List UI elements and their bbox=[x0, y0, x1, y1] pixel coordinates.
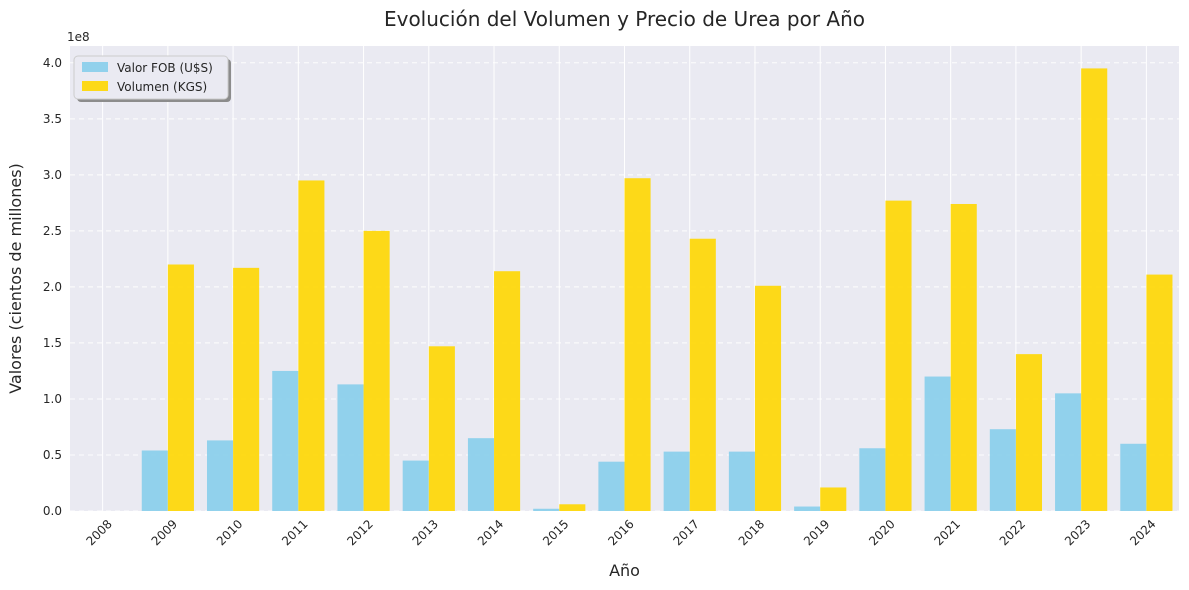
bar-volumen-2011 bbox=[298, 180, 325, 511]
x-tick-labels: 2008 2009 2010 2011 2012 2013 2014 2015 2016 2017… bbox=[83, 517, 1158, 548]
x-tick-label: 2021 bbox=[931, 517, 962, 548]
bar-valor-fob-2024 bbox=[1120, 443, 1147, 511]
x-tick-label: 2022 bbox=[997, 517, 1028, 548]
x-tick-label: 2010 bbox=[214, 517, 245, 548]
bars bbox=[141, 68, 1173, 512]
bar-valor-fob-2019 bbox=[794, 506, 821, 511]
y-tick-label: 2.5 bbox=[43, 224, 62, 238]
legend-label: Volumen (KGS) bbox=[117, 80, 207, 94]
y-tick-label: 3.0 bbox=[43, 168, 62, 182]
bar-valor-fob-2014 bbox=[467, 438, 495, 511]
bar-valor-fob-2021 bbox=[924, 376, 951, 511]
bar-volumen-2020 bbox=[885, 200, 912, 511]
x-tick-label: 2012 bbox=[344, 517, 375, 548]
bar-valor-fob-2015 bbox=[533, 508, 560, 511]
x-tick-label: 2017 bbox=[671, 517, 702, 548]
x-axis-label: Año bbox=[609, 561, 640, 580]
bar-volumen-2021 bbox=[950, 203, 977, 511]
bar-valor-fob-2023 bbox=[1055, 393, 1082, 511]
legend: Valor FOB (U$S) Volumen (KGS) bbox=[73, 55, 231, 102]
x-tick-label: 2020 bbox=[866, 517, 897, 548]
legend-swatch bbox=[82, 62, 108, 72]
y-tick-label: 0.0 bbox=[43, 504, 62, 518]
legend-swatch bbox=[82, 81, 108, 91]
y-tick-label: 1.0 bbox=[43, 392, 62, 406]
bar-valor-fob-2022 bbox=[989, 429, 1016, 511]
bar-valor-fob-2013 bbox=[402, 460, 429, 511]
bar-valor-fob-2018 bbox=[728, 451, 755, 511]
bar-volumen-2023 bbox=[1081, 68, 1108, 511]
bar-volumen-2018 bbox=[754, 285, 782, 511]
bar-volumen-2009 bbox=[167, 264, 194, 511]
y-tick-label: 0.5 bbox=[43, 448, 62, 462]
bar-valor-fob-2017 bbox=[663, 451, 690, 511]
x-tick-label: 2024 bbox=[1127, 517, 1158, 548]
y-axis-label: Valores (cientos de millones) bbox=[6, 163, 25, 394]
x-tick-label: 2018 bbox=[736, 517, 767, 548]
bar-volumen-2013 bbox=[428, 346, 455, 511]
bar-volumen-2012 bbox=[363, 230, 390, 511]
bar-volumen-2019 bbox=[820, 487, 847, 511]
bar-volumen-2022 bbox=[1015, 354, 1043, 511]
bar-volumen-2010 bbox=[233, 267, 260, 511]
x-tick-label: 2016 bbox=[605, 517, 636, 548]
bar-volumen-2017 bbox=[689, 238, 716, 511]
bar-valor-fob-2012 bbox=[337, 384, 364, 511]
y-tick-labels: 0.0 0.5 1.0 1.5 2.0 2.5 3.0 3.5 4.0 bbox=[43, 56, 62, 518]
x-tick-label: 2019 bbox=[801, 517, 832, 548]
bar-volumen-2014 bbox=[494, 271, 521, 511]
bar-valor-fob-2010 bbox=[206, 440, 234, 511]
bar-volumen-2016 bbox=[624, 178, 651, 512]
bar-volumen-2015 bbox=[559, 504, 586, 511]
y-tick-label: 1.5 bbox=[43, 336, 62, 350]
x-tick-label: 2011 bbox=[279, 517, 310, 548]
bar-valor-fob-2020 bbox=[859, 448, 886, 511]
x-tick-label: 2014 bbox=[475, 517, 506, 548]
x-tick-label: 2023 bbox=[1062, 517, 1093, 548]
y-tick-label: 4.0 bbox=[43, 56, 62, 70]
bar-valor-fob-2016 bbox=[598, 461, 625, 511]
y-axis-offset-label: 1e8 bbox=[67, 30, 90, 44]
legend-box bbox=[73, 55, 229, 100]
bar-valor-fob-2011 bbox=[272, 370, 299, 511]
legend-label: Valor FOB (U$S) bbox=[117, 61, 213, 75]
chart-title: Evolución del Volumen y Precio de Urea p… bbox=[384, 7, 865, 31]
x-tick-label: 2008 bbox=[83, 517, 114, 548]
bar-volumen-2024 bbox=[1146, 274, 1173, 511]
x-tick-label: 2013 bbox=[410, 517, 441, 548]
y-tick-label: 2.0 bbox=[43, 280, 62, 294]
y-tick-label: 3.5 bbox=[43, 112, 62, 126]
bar-valor-fob-2009 bbox=[141, 450, 168, 511]
x-tick-label: 2009 bbox=[149, 517, 180, 548]
x-tick-label: 2015 bbox=[540, 517, 571, 548]
